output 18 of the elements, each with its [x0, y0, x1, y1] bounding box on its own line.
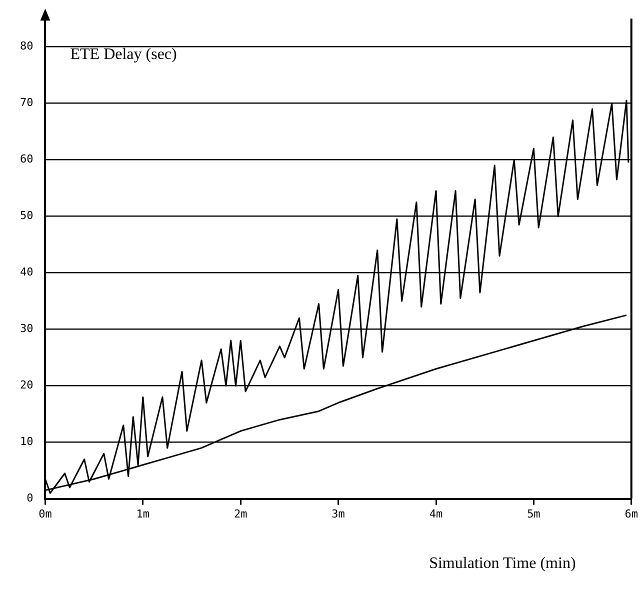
y-tick-label: 70: [20, 96, 34, 110]
y-tick-label: 40: [20, 266, 34, 279]
y-tick-label: 0: [26, 492, 34, 505]
y-tick-label: 50: [20, 209, 34, 222]
x-tick-label: 4m: [429, 507, 443, 520]
x-tick-label: 3m: [332, 507, 346, 520]
y-tick-label: 80: [20, 40, 34, 53]
y-tick-label: 60: [20, 152, 34, 166]
x-tick-label: 6m: [624, 507, 638, 520]
y-tick-label: 10: [20, 435, 34, 448]
y-axis-title: ETE Delay (sec): [70, 46, 177, 63]
y-tick-label: 30: [20, 322, 34, 336]
x-tick-label: 1m: [136, 507, 150, 520]
x-axis-title: Simulation Time (min): [429, 555, 576, 572]
x-tick-label: 0m: [38, 507, 52, 520]
x-tick-label: 5m: [527, 507, 541, 520]
x-tick-label: 2m: [234, 507, 248, 520]
y-tick-label: 20: [20, 378, 34, 392]
